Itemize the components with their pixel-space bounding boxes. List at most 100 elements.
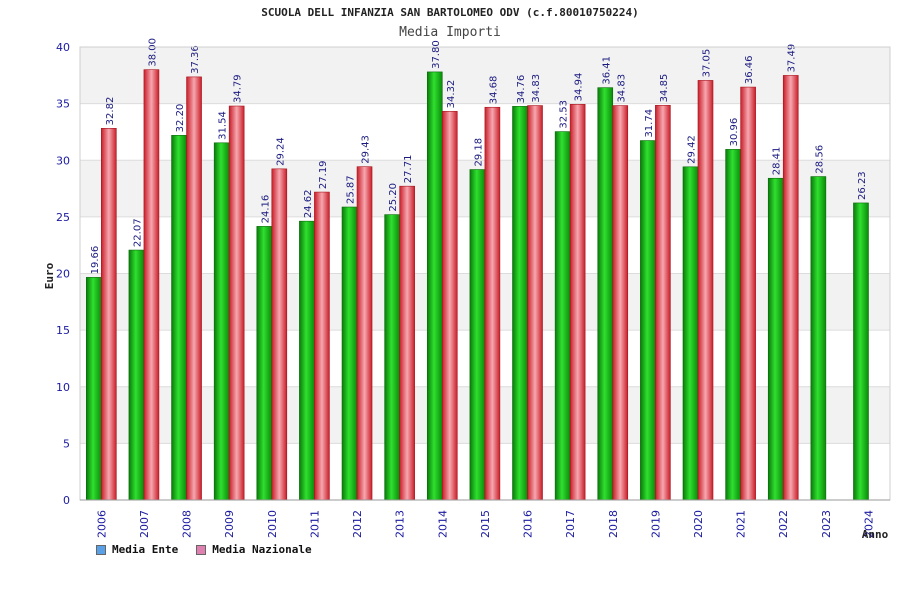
data-label: 34.83 — [616, 74, 627, 103]
y-tick-label: 25 — [56, 211, 70, 224]
bar-media-nazionale — [186, 76, 202, 501]
data-label: 29.42 — [686, 135, 697, 164]
bars — [86, 69, 869, 501]
x-tick-label: 2021 — [735, 510, 748, 538]
data-label: 34.85 — [659, 74, 670, 103]
x-tick-label: 2015 — [479, 510, 492, 538]
bar-media-ente — [384, 214, 400, 501]
y-tick-label: 35 — [56, 98, 70, 111]
x-tick-label: 2009 — [223, 510, 236, 538]
bar-media-nazionale — [228, 105, 245, 501]
bar-media-nazionale — [569, 104, 586, 501]
bar-media-nazionale — [399, 185, 415, 501]
legend-label-nazionale: Media Nazionale — [212, 543, 312, 556]
data-label: 37.49 — [787, 44, 798, 73]
data-label: 19.66 — [90, 246, 101, 275]
bar-media-ente — [682, 166, 699, 501]
x-tick-label: 2024 — [862, 510, 875, 538]
bar-media-nazionale — [612, 105, 629, 501]
bar-media-ente — [469, 169, 486, 501]
data-label: 37.36 — [190, 45, 201, 74]
x-tick-label: 2007 — [138, 510, 151, 538]
data-label: 34.32 — [446, 80, 457, 109]
y-tick-label: 40 — [56, 41, 70, 54]
bar-media-nazionale — [441, 111, 458, 501]
chart-subtitle: Media Importi — [399, 25, 501, 40]
bar-media-ente — [341, 206, 358, 501]
data-label: 37.05 — [701, 49, 712, 78]
x-tick-label: 2008 — [181, 510, 194, 538]
bar-media-ente — [554, 131, 571, 501]
bar-media-ente — [640, 140, 656, 501]
data-label: 34.79 — [233, 74, 244, 103]
data-label: 28.56 — [814, 145, 825, 174]
bar-media-nazionale — [782, 75, 799, 501]
bar-media-nazionale — [271, 168, 288, 501]
x-tick-label: 2010 — [266, 510, 279, 538]
bar-media-nazionale — [527, 105, 543, 501]
data-label: 22.07 — [132, 218, 143, 247]
bar-media-nazionale — [484, 106, 501, 501]
bar-media-ente — [299, 220, 315, 501]
bar-media-ente — [810, 176, 827, 501]
data-label: 29.18 — [473, 138, 484, 167]
x-tick-label: 2013 — [394, 510, 407, 538]
data-label: 30.96 — [729, 118, 740, 147]
data-label: 32.20 — [175, 104, 186, 133]
bar-media-ente — [767, 177, 784, 501]
legend-label-ente: Media Ente — [112, 543, 179, 556]
data-label: 34.76 — [516, 75, 527, 104]
bar-media-nazionale — [740, 86, 756, 501]
data-label: 25.20 — [388, 183, 399, 212]
data-label: 24.16 — [260, 195, 271, 224]
legend-item-ente: Media Ente — [96, 543, 178, 556]
data-label: 29.24 — [275, 137, 286, 166]
bar-media-ente — [426, 71, 443, 501]
bar-media-ente — [128, 249, 145, 501]
bar-media-nazionale — [314, 191, 330, 501]
data-label: 26.23 — [857, 171, 868, 200]
legend-item-nazionale: Media Nazionale — [196, 543, 312, 556]
bar-media-ente — [86, 277, 102, 501]
data-label: 34.94 — [574, 73, 585, 102]
y-tick-label: 30 — [56, 154, 70, 167]
x-tick-label: 2014 — [436, 510, 449, 538]
bar-media-ente — [213, 142, 230, 501]
data-label: 29.43 — [361, 135, 372, 164]
data-label: 32.53 — [559, 100, 570, 129]
bar-media-ente — [256, 226, 273, 501]
y-tick-label: 5 — [63, 437, 70, 450]
y-axis-label: Euro — [43, 262, 56, 289]
y-tick-label: 10 — [56, 381, 70, 394]
bar-media-nazionale — [143, 69, 160, 501]
data-label: 31.54 — [218, 111, 229, 140]
legend: Media Ente Media Nazionale — [96, 543, 312, 556]
data-label: 25.87 — [346, 175, 357, 204]
data-label: 34.68 — [488, 76, 499, 105]
bar-media-nazionale — [655, 105, 671, 501]
data-label: 32.82 — [105, 97, 116, 126]
data-label: 37.80 — [431, 40, 442, 69]
y-tick-label: 0 — [63, 494, 70, 507]
x-tick-label: 2022 — [777, 510, 790, 538]
x-tick-label: 2023 — [820, 510, 833, 538]
data-label: 27.19 — [318, 160, 329, 189]
x-axis-label: Anno — [862, 528, 889, 541]
x-tick-label: 2012 — [351, 510, 364, 538]
bar-media-ente — [171, 135, 187, 501]
data-label: 36.41 — [601, 56, 612, 85]
x-tick-label: 2018 — [607, 510, 620, 538]
x-tick-label: 2017 — [564, 510, 577, 538]
chart-title: SCUOLA DELL INFANZIA SAN BARTOLOMEO ODV … — [261, 6, 639, 19]
bar-media-ente — [725, 149, 741, 501]
bar-media-ente — [853, 202, 869, 501]
data-label: 34.83 — [531, 74, 542, 103]
data-label: 28.41 — [772, 147, 783, 176]
x-tick-label: 2006 — [95, 510, 108, 538]
bar-media-nazionale — [356, 166, 373, 501]
data-label: 38.00 — [147, 38, 158, 67]
y-tick-label: 20 — [56, 268, 70, 281]
data-label: 27.71 — [403, 155, 414, 184]
data-label: 36.46 — [744, 55, 755, 84]
